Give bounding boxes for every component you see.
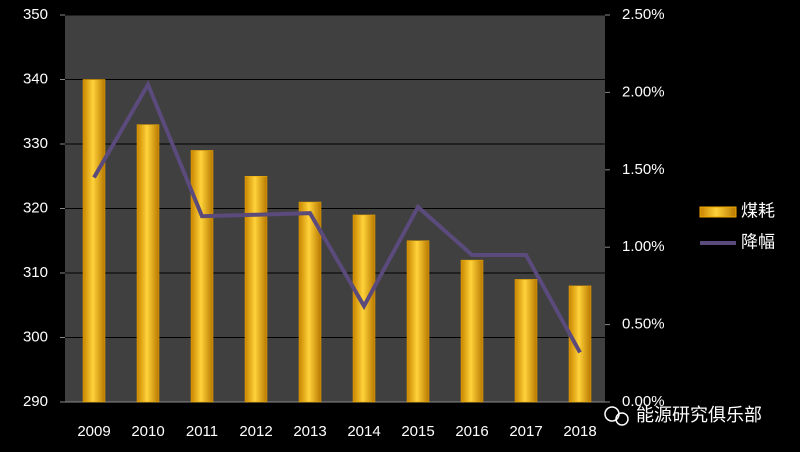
- x-tick-label: 2011: [186, 423, 218, 440]
- x-tick-label: 2009: [77, 423, 110, 440]
- legend-label: 煤耗: [741, 201, 775, 220]
- watermark: 能源研究俱乐部: [604, 405, 762, 426]
- y2-tick-label: 0.00%: [622, 393, 665, 410]
- x-tick-label: 2014: [347, 423, 380, 440]
- x-tick-label: 2017: [509, 423, 542, 440]
- y2-tick-label: 2.50%: [622, 6, 665, 23]
- bar: [136, 124, 160, 403]
- y-tick-label: 300: [23, 328, 48, 345]
- watermark-icon: [604, 406, 620, 422]
- legend-label: 降幅: [741, 232, 775, 251]
- bar: [244, 176, 268, 403]
- y2-tick-label: 1.00%: [622, 238, 665, 255]
- bar: [406, 240, 430, 403]
- bar: [514, 279, 538, 403]
- y2-tick-label: 2.00%: [622, 83, 665, 100]
- bar: [298, 201, 322, 403]
- bar: [190, 150, 214, 403]
- y2-tick-label: 0.50%: [622, 316, 665, 333]
- y-tick-label: 320: [23, 199, 48, 216]
- bar: [568, 285, 592, 403]
- y-tick-label: 340: [23, 70, 48, 87]
- y-tick-label: 310: [23, 264, 48, 281]
- x-tick-label: 2016: [455, 423, 488, 440]
- x-tick-label: 2010: [131, 423, 164, 440]
- x-tick-label: 2012: [239, 423, 272, 440]
- legend-swatch: [699, 206, 737, 218]
- y-tick-label: 330: [23, 135, 48, 152]
- x-tick-label: 2013: [293, 423, 326, 440]
- bar: [82, 79, 106, 403]
- bar: [460, 259, 484, 403]
- watermark-text: 能源研究俱乐部: [636, 405, 762, 425]
- y2-tick-label: 1.50%: [622, 161, 665, 178]
- watermark-icon: [615, 412, 629, 426]
- x-tick-label: 2015: [401, 423, 434, 440]
- y-tick-label: 350: [23, 6, 48, 23]
- line: [92, 80, 582, 354]
- x-tick-label: 2018: [563, 423, 596, 440]
- y-tick-label: 290: [23, 393, 48, 410]
